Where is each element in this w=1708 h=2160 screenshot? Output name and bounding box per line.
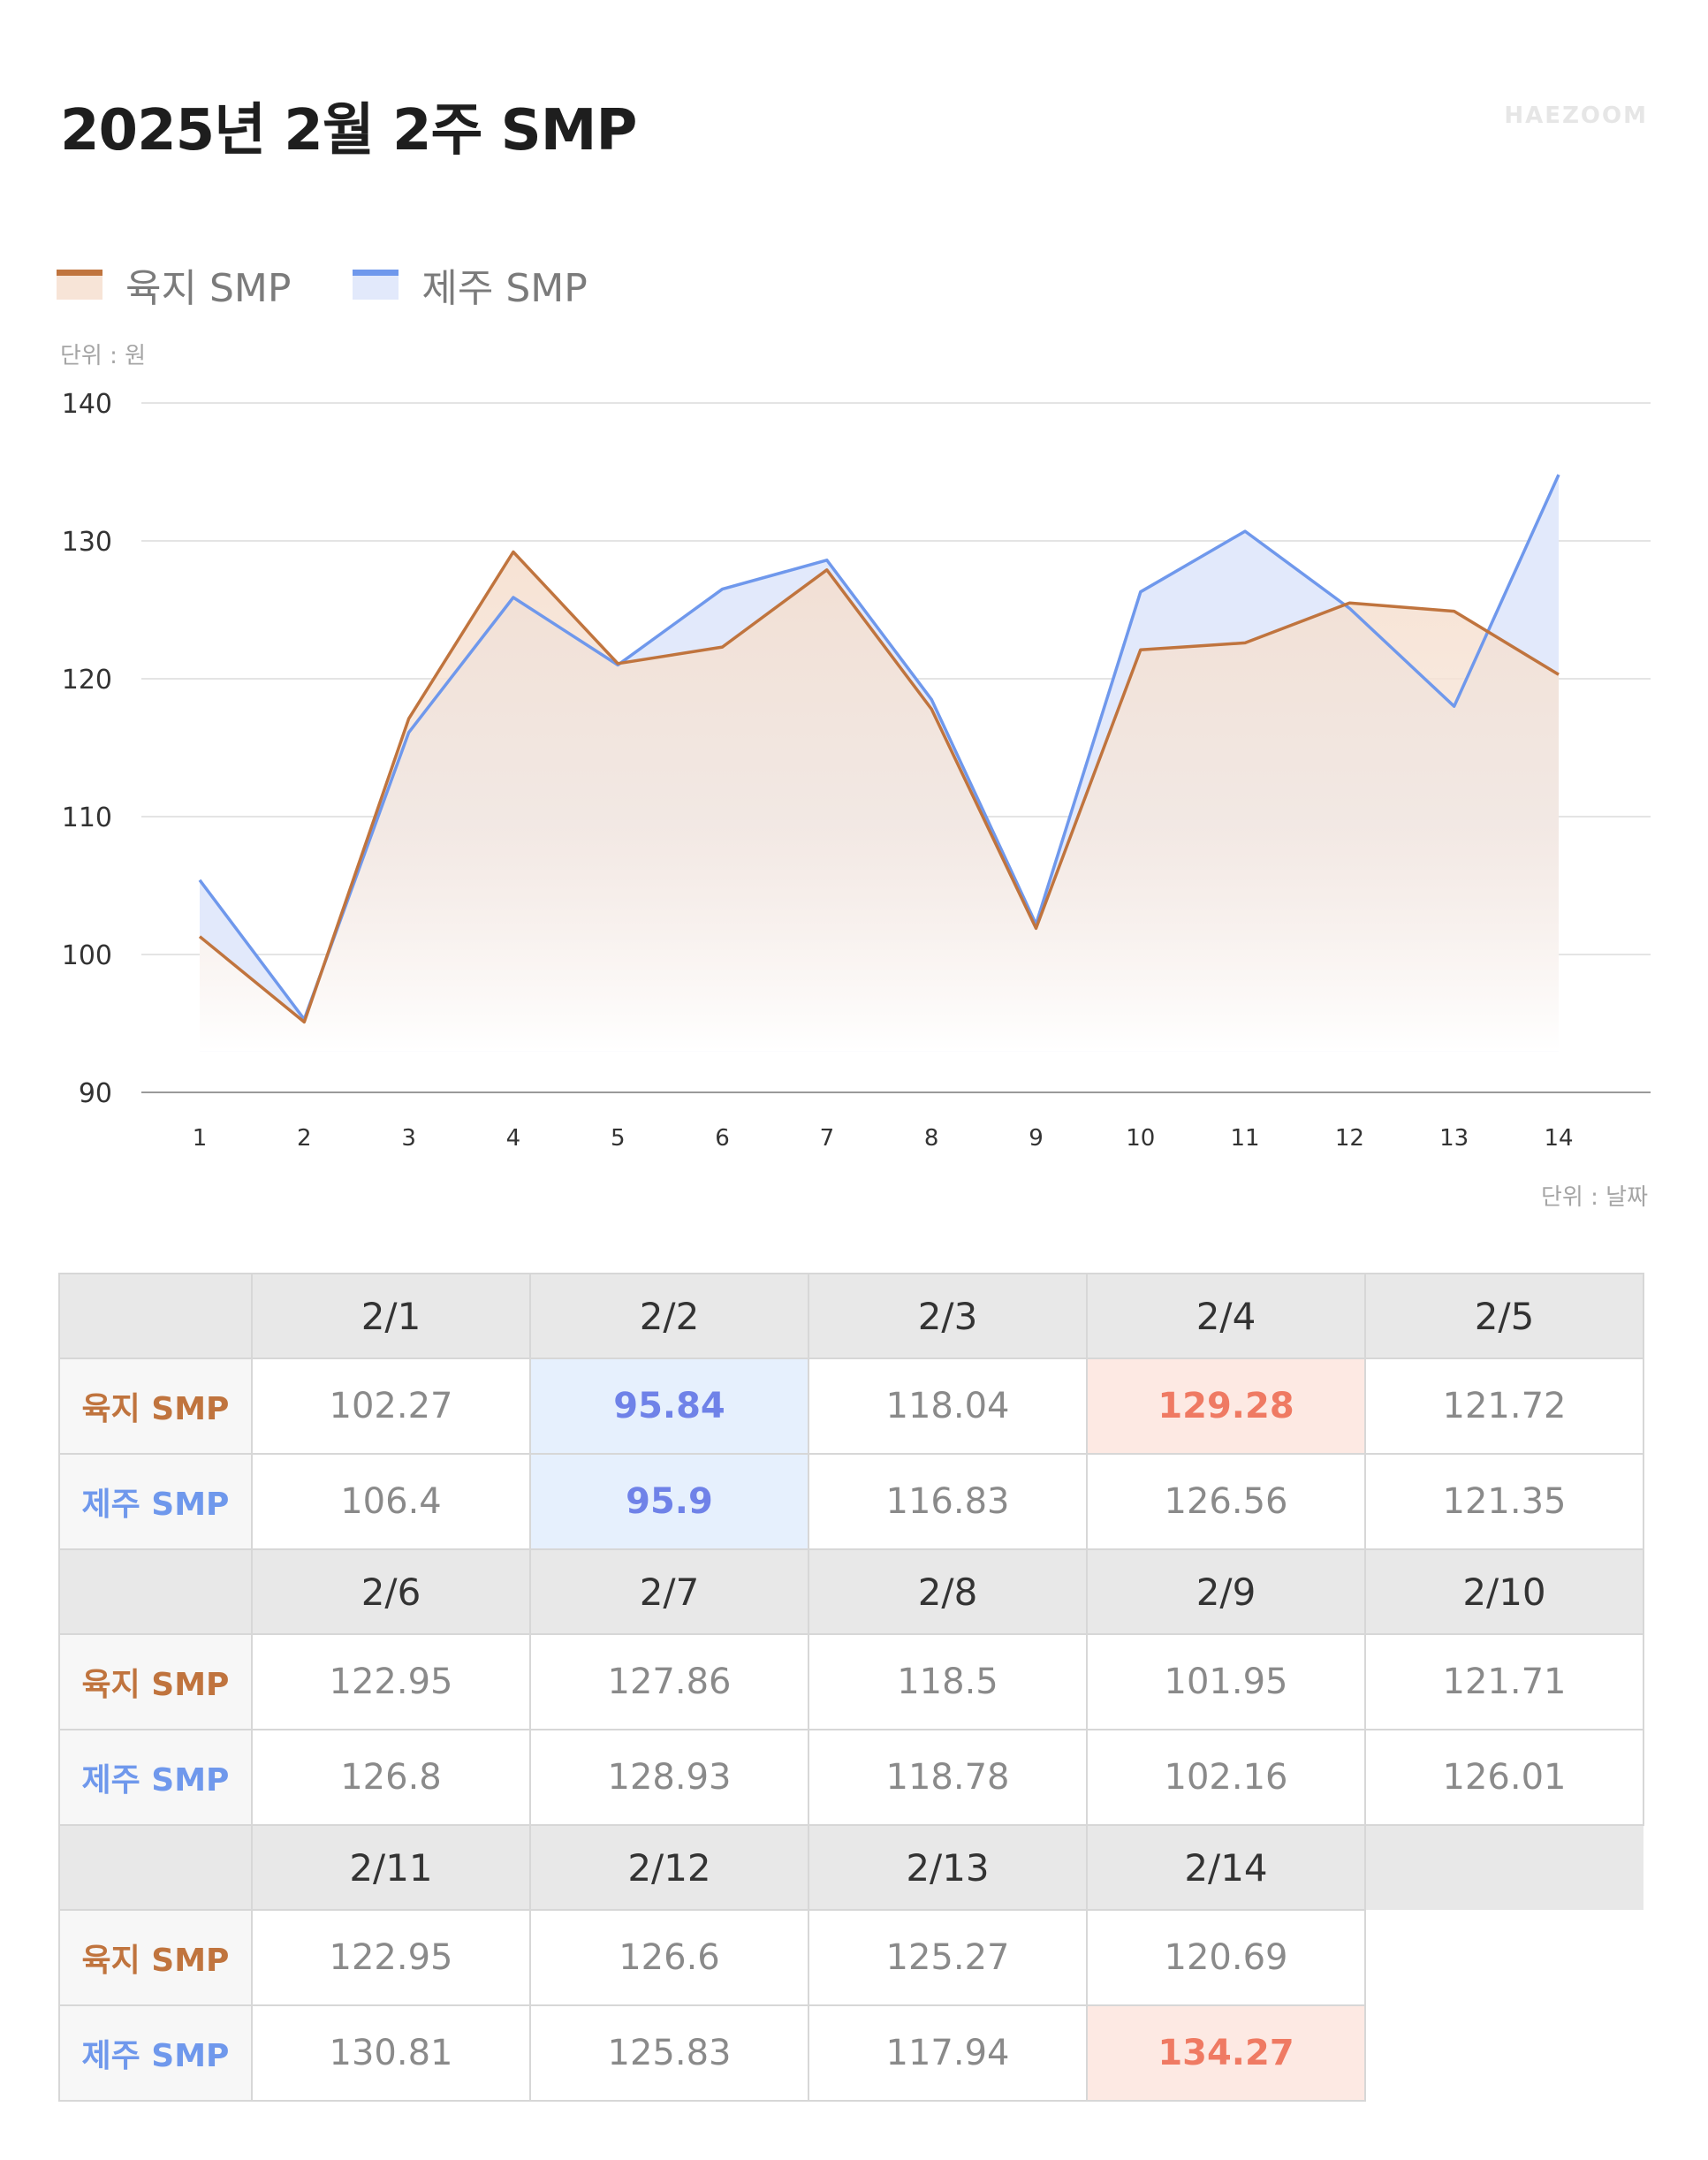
table-row-land: 육지 SMP 122.95 127.86 118.5 101.95 121.71 — [58, 1633, 1644, 1730]
date-header-cell: 2/10 — [1364, 1548, 1644, 1635]
table-row-land: 육지 SMP 102.27 95.84 118.04 129.28 121.72 — [58, 1358, 1644, 1455]
value-cell-jeju: 102.16 — [1086, 1729, 1366, 1826]
empty-cell — [1365, 2005, 1643, 2101]
value-cell-land: 121.72 — [1364, 1358, 1644, 1455]
y-tick-label: 100 — [62, 940, 112, 971]
value-cell-land: 129.28 — [1086, 1358, 1366, 1455]
value-cell-land: 126.6 — [529, 1909, 809, 2006]
legend-swatch-jeju — [353, 270, 399, 300]
value-cell-jeju: 130.81 — [251, 2004, 531, 2102]
date-header-cell: 2/5 — [1364, 1273, 1644, 1359]
x-axis-unit-label: 단위 : 날짜 — [1541, 1184, 1648, 1211]
x-tick-label: 11 — [1231, 1125, 1260, 1152]
value-cell-land: 127.86 — [529, 1633, 809, 1730]
value-cell-land: 121.71 — [1364, 1633, 1644, 1730]
smp-data-table: 2/1 2/2 2/3 2/4 2/5 육지 SMP 102.27 95.84 118.04 12… — [58, 1273, 1644, 2102]
x-tick-label: 3 — [401, 1125, 416, 1152]
value-cell-land: 125.27 — [808, 1909, 1088, 2006]
x-tick-label: 5 — [611, 1125, 626, 1152]
x-tick-label: 8 — [924, 1125, 939, 1152]
row-label-jeju: 제주 SMP — [58, 2004, 253, 2102]
date-header-cell: 2/1 — [251, 1273, 531, 1359]
value-cell-jeju: 116.83 — [808, 1453, 1088, 1550]
row-label-land: 육지 SMP — [58, 1909, 253, 2006]
x-tick-label: 4 — [506, 1125, 521, 1152]
date-header-cell: 2/11 — [251, 1824, 531, 1911]
value-cell-jeju: 126.8 — [251, 1729, 531, 1826]
value-cell-land: 118.5 — [808, 1633, 1088, 1730]
x-tick-label: 2 — [297, 1125, 312, 1152]
value-cell-land: 95.84 — [529, 1358, 809, 1455]
brand-logo: HAEZOOM — [1504, 103, 1648, 129]
legend-item-land: 육지 SMP — [57, 256, 291, 313]
y-tick-label: 110 — [62, 802, 112, 833]
row-label-jeju: 제주 SMP — [58, 1729, 253, 1826]
value-cell-land: 122.95 — [251, 1633, 531, 1730]
date-header-cell: 2/7 — [529, 1548, 809, 1635]
table-header-row: 2/6 2/7 2/8 2/9 2/10 — [58, 1548, 1644, 1635]
date-header-cell: 2/3 — [808, 1273, 1088, 1359]
value-cell-jeju: 121.35 — [1364, 1453, 1644, 1550]
series-area-land — [200, 551, 1559, 1052]
x-tick-label: 7 — [820, 1125, 835, 1152]
y-tick-label: 140 — [62, 389, 112, 420]
table-corner-cell — [58, 1548, 253, 1635]
series-line-jeju — [198, 474, 1560, 1022]
date-header-cell: 2/4 — [1086, 1273, 1366, 1359]
legend-label-jeju: 제주 SMP — [421, 266, 588, 311]
date-header-cell: 2/14 — [1086, 1824, 1366, 1911]
x-tick-label: 1 — [193, 1125, 208, 1152]
y-tick-label: 120 — [62, 665, 112, 696]
x-tick-label: 10 — [1126, 1125, 1155, 1152]
value-cell-jeju: 128.93 — [529, 1729, 809, 1826]
value-cell-land: 122.95 — [251, 1909, 531, 2006]
date-header-cell: 2/6 — [251, 1548, 531, 1635]
value-cell-jeju: 117.94 — [808, 2004, 1088, 2102]
row-label-jeju: 제주 SMP — [58, 1453, 253, 1550]
table-header-row: 2/1 2/2 2/3 2/4 2/5 — [58, 1273, 1644, 1359]
y-tick-label: 130 — [62, 527, 112, 558]
value-cell-jeju: 106.4 — [251, 1453, 531, 1550]
empty-cell — [1365, 1910, 1643, 2005]
value-cell-jeju: 95.9 — [529, 1453, 809, 1550]
value-cell-land: 102.27 — [251, 1358, 531, 1455]
table-header-row: 2/11 2/12 2/13 2/14 — [58, 1824, 1643, 1911]
x-tick-label: 12 — [1335, 1125, 1364, 1152]
series-line-land — [198, 550, 1560, 1024]
table-corner-cell — [58, 1824, 253, 1911]
row-label-land: 육지 SMP — [58, 1358, 253, 1455]
value-cell-jeju: 125.83 — [529, 2004, 809, 2102]
x-tick-label: 9 — [1029, 1125, 1044, 1152]
table-row-land: 육지 SMP 122.95 126.6 125.27 120.69 — [58, 1909, 1643, 2006]
date-header-cell: 2/9 — [1086, 1548, 1366, 1635]
date-header-cell: 2/8 — [808, 1548, 1088, 1635]
chart-legend: 육지 SMP 제주 SMP — [57, 256, 649, 313]
table-row-jeju: 제주 SMP 126.8 128.93 118.78 102.16 126.01 — [58, 1729, 1644, 1826]
legend-item-jeju: 제주 SMP — [353, 256, 588, 313]
table-corner-cell — [58, 1273, 253, 1359]
value-cell-jeju: 126.01 — [1364, 1729, 1644, 1826]
x-tick-label: 6 — [715, 1125, 730, 1152]
legend-swatch-land — [57, 270, 102, 300]
date-header-cell: 2/2 — [529, 1273, 809, 1359]
row-label-land: 육지 SMP — [58, 1633, 253, 1730]
value-cell-jeju: 134.27 — [1086, 2004, 1366, 2102]
table-row-jeju: 제주 SMP 106.4 95.9 116.83 126.56 121.35 — [58, 1453, 1644, 1550]
value-cell-jeju: 126.56 — [1086, 1453, 1366, 1550]
legend-label-land: 육지 SMP — [125, 266, 292, 311]
y-axis-unit-label: 단위 : 원 — [60, 343, 147, 369]
value-cell-land: 120.69 — [1086, 1909, 1366, 2006]
empty-cell — [1365, 1825, 1643, 1910]
date-header-cell: 2/13 — [808, 1824, 1088, 1911]
page-title: 2025년 2월 2주 SMP — [60, 98, 637, 164]
value-cell-land: 101.95 — [1086, 1633, 1366, 1730]
x-tick-label: 14 — [1544, 1125, 1573, 1152]
y-tick-label: 90 — [79, 1078, 112, 1109]
date-header-cell: 2/12 — [529, 1824, 809, 1911]
value-cell-jeju: 118.78 — [808, 1729, 1088, 1826]
value-cell-land: 118.04 — [808, 1358, 1088, 1455]
x-tick-label: 13 — [1439, 1125, 1469, 1152]
table-row-jeju: 제주 SMP 130.81 125.83 117.94 134.27 — [58, 2004, 1643, 2102]
